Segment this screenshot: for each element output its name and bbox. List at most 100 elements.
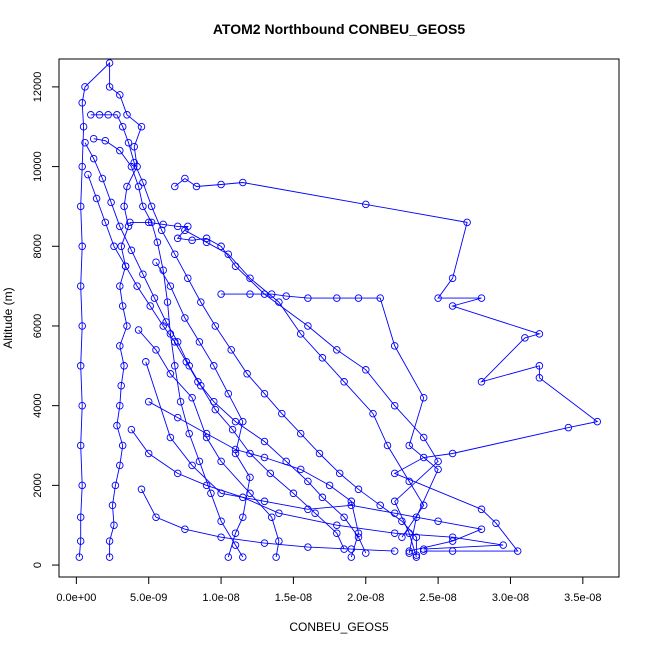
data-point: [163, 298, 172, 306]
data-point: [197, 298, 205, 306]
data-point: [113, 111, 121, 119]
data-point: [130, 142, 138, 151]
series-7: [152, 258, 254, 561]
data-point: [116, 146, 124, 155]
data-point: [390, 547, 399, 555]
data-point: [116, 461, 124, 470]
y-tick-label: 10000: [32, 151, 44, 182]
data-point: [113, 421, 121, 430]
data-point: [217, 533, 225, 541]
data-point: [95, 111, 104, 119]
data-point: [123, 322, 131, 330]
data-point: [239, 417, 247, 426]
data-point: [390, 497, 399, 506]
data-point: [116, 342, 124, 350]
data-point: [153, 238, 162, 247]
data-point: [354, 294, 363, 302]
data-point: [157, 226, 166, 235]
data-point: [120, 202, 128, 211]
data-point: [564, 423, 573, 432]
data-point: [127, 246, 136, 255]
data-point: [134, 326, 143, 334]
data-point: [124, 222, 133, 231]
data-point: [89, 134, 98, 143]
data-point: [81, 138, 89, 147]
data-point: [144, 397, 153, 406]
data-point: [75, 553, 84, 561]
data-point: [535, 362, 544, 370]
data-point: [376, 294, 384, 302]
data-point: [171, 182, 179, 191]
data-point: [224, 389, 233, 398]
data-point: [195, 338, 204, 346]
series-line: [129, 221, 439, 558]
data-point: [78, 481, 86, 490]
data-point: [173, 234, 182, 243]
data-point: [325, 481, 334, 490]
data-point: [217, 180, 225, 189]
data-point: [477, 505, 486, 514]
data-point: [390, 469, 399, 478]
data-point: [116, 282, 124, 290]
series-line: [221, 293, 439, 554]
data-point: [116, 91, 124, 99]
data-point: [231, 529, 240, 537]
data-point: [304, 477, 312, 486]
data-point: [92, 194, 101, 203]
x-axis-label: CONBEU_GEOS5: [289, 620, 389, 634]
data-point: [224, 553, 233, 561]
data-point: [434, 457, 442, 466]
data-point: [118, 302, 127, 310]
data-point: [108, 501, 117, 510]
data-point: [267, 513, 276, 521]
data-point: [412, 533, 421, 541]
data-point: [272, 553, 280, 561]
x-tick-label: 1.5e-08: [275, 592, 312, 604]
data-point: [499, 541, 507, 549]
data-point: [231, 417, 240, 426]
data-point: [116, 401, 124, 410]
data-point: [347, 553, 356, 561]
series-3: [171, 174, 602, 555]
data-point: [304, 322, 312, 330]
data-point: [390, 401, 399, 410]
data-point: [101, 218, 110, 227]
data-point: [217, 457, 225, 466]
data-point: [147, 202, 156, 211]
data-point: [127, 425, 136, 434]
data-point: [152, 346, 160, 354]
data-point: [246, 290, 254, 298]
data-point: [173, 413, 182, 422]
data-point: [419, 393, 428, 402]
data-point: [593, 417, 602, 426]
data-point: [79, 122, 88, 131]
data-point: [217, 517, 225, 525]
data-point: [335, 469, 344, 478]
data-point: [137, 122, 146, 131]
data-point: [362, 366, 370, 374]
data-point: [369, 409, 377, 418]
data-point: [239, 513, 247, 521]
data-point: [239, 493, 247, 502]
x-tick-label: 5.0e-09: [130, 592, 167, 604]
data-point: [304, 294, 312, 302]
data-point: [535, 330, 544, 338]
data-point: [278, 409, 286, 418]
data-point: [398, 517, 406, 525]
data-point: [76, 537, 85, 545]
data-point: [197, 381, 205, 390]
data-point: [78, 322, 86, 330]
data-point: [127, 162, 136, 171]
data-point: [315, 449, 324, 458]
data-point: [78, 162, 86, 171]
data-point: [477, 294, 486, 302]
data-point: [166, 282, 175, 290]
y-axis-label: Altitude (m): [1, 287, 15, 348]
data-point: [81, 83, 89, 91]
data-point: [267, 290, 276, 298]
data-point: [121, 262, 130, 270]
data-point: [318, 493, 327, 502]
x-tick-label: 3.0e-08: [492, 592, 529, 604]
data-point: [477, 378, 486, 386]
